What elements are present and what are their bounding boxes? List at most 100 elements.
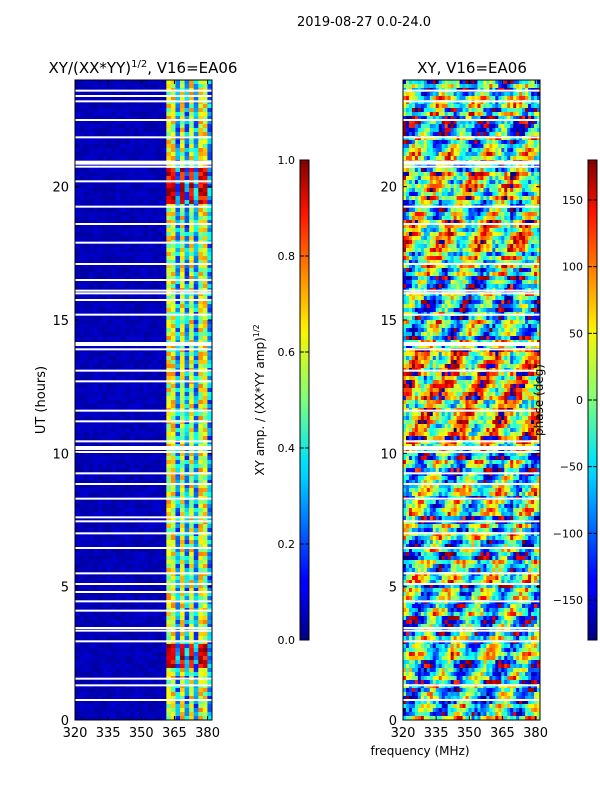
heatmap-cell (116, 448, 122, 453)
heatmap-cell (193, 700, 199, 705)
heatmap-cell (138, 264, 145, 269)
heatmap-cell (184, 672, 190, 677)
heatmap-cell (161, 284, 167, 289)
heatmap-cell (129, 488, 135, 493)
heatmap-cell (184, 140, 190, 145)
heatmap-cell (198, 488, 204, 493)
heatmap-cell (441, 84, 446, 89)
heatmap-cell (170, 144, 177, 149)
heatmap-cell (88, 316, 94, 321)
heatmap-cell (198, 96, 204, 101)
heatmap-cell (143, 372, 149, 377)
heatmap-cell (166, 716, 172, 720)
heatmap-cell (102, 396, 108, 401)
heatmap-cell (116, 464, 122, 469)
heatmap-cell (193, 196, 199, 201)
heatmap-cell (180, 188, 186, 193)
heatmap-cell (129, 172, 135, 177)
heatmap-cell (198, 584, 204, 589)
heatmap-cell (125, 192, 131, 197)
heatmap-cell (97, 612, 103, 617)
heatmap-cell (161, 388, 167, 393)
data-gap (75, 380, 212, 383)
heatmap-cell (129, 272, 135, 277)
heatmap-cell (102, 692, 108, 697)
heatmap-cell (161, 456, 167, 461)
heatmap-cell (102, 476, 108, 481)
heatmap-cell (152, 604, 158, 609)
heatmap-cell (193, 448, 199, 453)
heatmap-cell (189, 216, 195, 221)
heatmap-cell (193, 692, 199, 697)
heatmap-cell (138, 96, 145, 101)
heatmap-cell (175, 692, 181, 697)
heatmap-cell (198, 120, 204, 125)
heatmap-cell (175, 84, 181, 89)
heatmap-cell (111, 384, 117, 389)
heatmap-cell (189, 256, 195, 261)
heatmap-cell (161, 652, 167, 657)
heatmap-cell (75, 468, 81, 473)
data-gap (75, 292, 212, 295)
heatmap-cell (102, 328, 108, 333)
heatmap-cell (97, 108, 103, 113)
heatmap-cell (129, 636, 135, 641)
heatmap-cell (93, 296, 99, 301)
heatmap-cell (138, 344, 145, 349)
heatmap-cell (180, 656, 186, 661)
heatmap-cell (125, 128, 131, 133)
heatmap-cell (134, 556, 140, 561)
heatmap-cell (207, 276, 212, 281)
heatmap-cell (189, 480, 195, 485)
heatmap-cell (97, 464, 103, 469)
heatmap-cell (189, 412, 195, 417)
heatmap-cell (184, 376, 190, 381)
heatmap-cell (88, 656, 94, 661)
heatmap-cell (129, 688, 135, 693)
heatmap-cell (125, 216, 131, 221)
heatmap-cell (102, 656, 108, 661)
heatmap-cell (138, 108, 145, 113)
heatmap-cell (116, 604, 122, 609)
heatmap-cell (152, 636, 158, 641)
heatmap-cell (125, 632, 131, 637)
heatmap-cell (193, 552, 199, 557)
heatmap-cell (180, 692, 186, 697)
heatmap-cell (125, 224, 131, 229)
heatmap-cell (198, 140, 204, 145)
heatmap-cell (93, 264, 99, 269)
heatmap-cell (202, 480, 209, 485)
heatmap-cell (202, 192, 209, 197)
heatmap-cell (198, 400, 204, 405)
heatmap-cell (134, 96, 140, 101)
heatmap-cell (97, 512, 103, 517)
heatmap-cell (170, 668, 177, 673)
heatmap-cell (184, 336, 190, 341)
heatmap-cell (468, 84, 473, 89)
heatmap-cell (161, 632, 167, 637)
heatmap-cell (125, 656, 131, 661)
heatmap-cell (207, 308, 212, 313)
heatmap-cell (106, 612, 113, 617)
heatmap-cell (84, 336, 90, 341)
heatmap-cell (120, 156, 126, 161)
heatmap-cell (88, 620, 94, 625)
heatmap-cell (170, 508, 177, 513)
heatmap-cell (161, 688, 167, 693)
heatmap-cell (486, 80, 490, 85)
amplitude-colorbar: 0.00.20.40.60.81.0 XY amp. / (XX*YY amp)… (252, 154, 310, 647)
heatmap-cell (88, 200, 94, 205)
heatmap-cell (102, 400, 108, 405)
heatmap-cell (138, 244, 145, 249)
heatmap-cell (175, 564, 181, 569)
heatmap-cell (134, 656, 140, 661)
heatmap-cell (125, 116, 131, 121)
heatmap-cell (88, 148, 94, 153)
heatmap-cell (143, 536, 149, 541)
heatmap-cell (193, 212, 199, 217)
heatmap-cell (84, 404, 90, 409)
heatmap-cell (120, 504, 126, 509)
heatmap-cell (207, 384, 212, 389)
heatmap-cell (175, 468, 181, 473)
heatmap-cell (120, 280, 126, 285)
